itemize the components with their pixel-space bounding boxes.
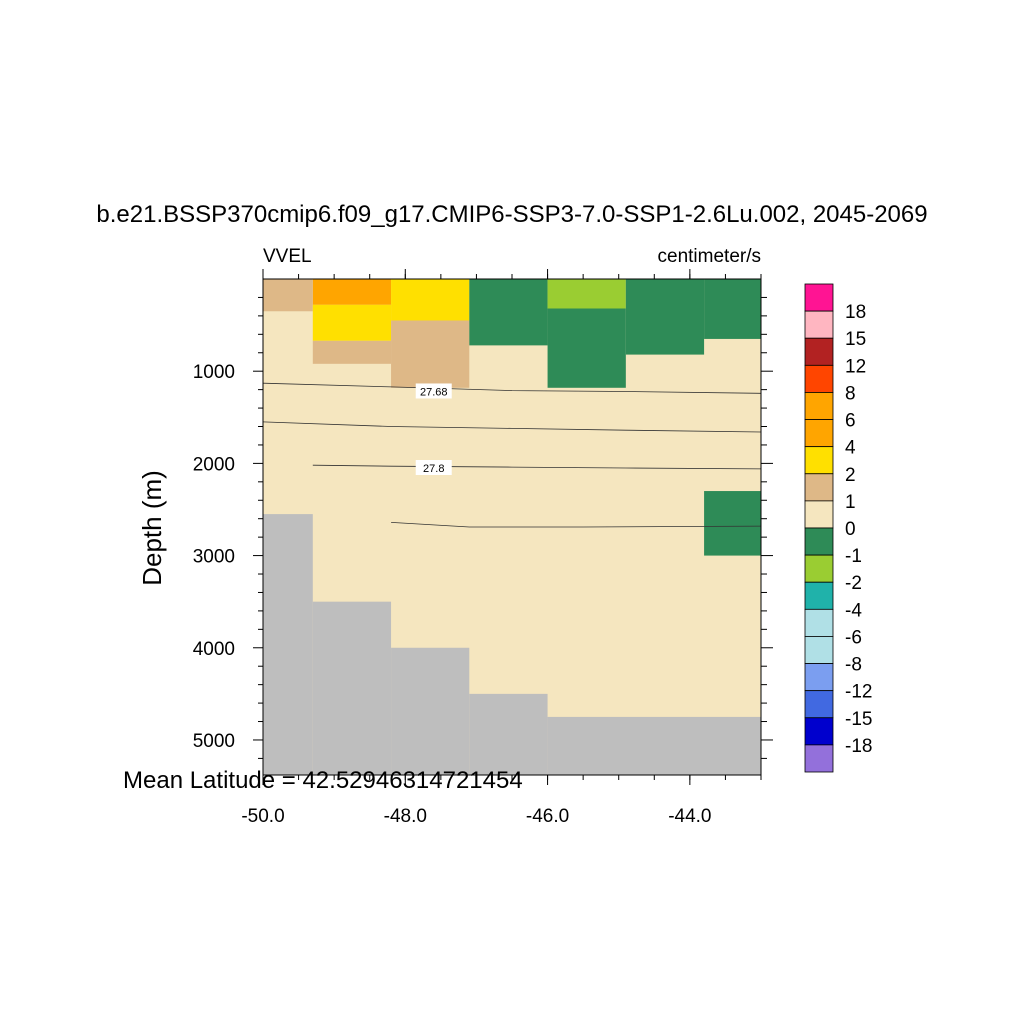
colorbar-label: -18 — [845, 736, 872, 757]
colorbar-label: -2 — [845, 573, 862, 594]
colorbar-label: 8 — [845, 383, 856, 404]
colorbar-swatch — [804, 690, 834, 719]
colorbar-swatch — [804, 446, 834, 475]
colorbar-label: 12 — [845, 356, 866, 377]
missing-cell — [547, 716, 761, 775]
colorbar-label: 1 — [845, 492, 856, 513]
contour-line — [391, 522, 762, 528]
field-cell — [312, 340, 392, 364]
colorbar-label: 0 — [845, 519, 856, 540]
colorbar-label: 18 — [845, 302, 866, 323]
x-tick-label: -48.0 — [384, 806, 427, 827]
colorbar-label: 6 — [845, 411, 856, 432]
colorbar-label: 15 — [845, 329, 866, 350]
colorbar: 18 15 12 8 6 4 2 1 0 -1 -2 -4 -6 -8 -12 -15 -18 — [804, 283, 872, 773]
colorbar-swatch — [804, 717, 834, 746]
colorbar-swatch — [804, 663, 834, 692]
missing-cell — [312, 601, 392, 775]
field-cell — [391, 279, 470, 321]
x-tick-label: -50.0 — [241, 806, 284, 827]
y-tick-label: 2000 — [193, 454, 235, 475]
field-cell — [704, 279, 761, 339]
plot-area — [263, 279, 761, 775]
field-cell — [391, 320, 470, 388]
field-cell — [547, 308, 626, 388]
colorbar-label: -8 — [845, 655, 862, 676]
colorbar-swatch — [804, 283, 834, 312]
left-string: VVEL — [263, 246, 312, 267]
y-tick-label: 1000 — [193, 362, 235, 383]
colorbar-swatch — [804, 527, 834, 556]
contour-label: 27.68 — [420, 386, 448, 398]
colorbar-label: -4 — [845, 600, 862, 621]
y-axis-label: Depth (m) — [137, 470, 167, 586]
colorbar-label: -6 — [845, 627, 862, 648]
y-tick-label: 3000 — [193, 547, 235, 568]
missing-cell — [263, 514, 313, 775]
field-cell — [704, 491, 761, 556]
field-cell — [312, 304, 392, 341]
colorbar-label: -15 — [845, 709, 872, 730]
colorbar-swatch — [804, 419, 834, 448]
field-cell — [469, 279, 548, 346]
colorbar-swatch — [804, 337, 834, 366]
colorbar-swatch — [804, 310, 834, 339]
field-cell — [312, 279, 392, 305]
axes: -50.0 -48.0 -46.0 -44.0 1000 2000 3000 4000 5000 — [193, 269, 773, 827]
contour-line — [262, 421, 762, 433]
right-string: centimeter/s — [658, 246, 761, 267]
x-tick-label: -46.0 — [526, 806, 569, 827]
mean-latitude-annotation: Mean Latitude = 42.52946314721454 — [123, 767, 523, 794]
colorbar-label: 4 — [845, 438, 856, 459]
contour-line — [262, 382, 762, 394]
contour-label-box — [415, 459, 452, 475]
y-tick-label: 4000 — [193, 639, 235, 660]
colorbar-swatch — [804, 554, 834, 583]
field-cell — [625, 279, 705, 355]
colorbar-label: -12 — [845, 682, 872, 703]
colorbar-swatch — [804, 473, 834, 502]
x-tick-label: -44.0 — [668, 806, 711, 827]
colorbar-swatch — [804, 500, 834, 529]
colorbar-label: -1 — [845, 546, 862, 567]
missing-cell — [469, 693, 548, 775]
contour-lines: 27.68 27.8 — [262, 382, 762, 528]
colorbar-swatch — [804, 636, 834, 664]
contour-label-box — [415, 383, 452, 399]
colorbar-swatch — [804, 744, 834, 773]
missing-cell — [391, 647, 470, 775]
colorbar-swatch — [804, 364, 834, 393]
contour-label: 27.8 — [423, 463, 444, 475]
chart-title: b.e21.BSSP370cmip6.f09_g17.CMIP6-SSP3-7.… — [96, 201, 927, 228]
field-cell — [263, 279, 313, 312]
colorbar-swatch — [804, 608, 834, 637]
field-cell — [547, 279, 626, 309]
contour-line — [312, 464, 762, 470]
colorbar-swatch — [804, 581, 834, 610]
y-tick-label: 5000 — [193, 731, 235, 752]
colorbar-swatch — [804, 392, 834, 420]
colorbar-label: 2 — [845, 465, 856, 486]
